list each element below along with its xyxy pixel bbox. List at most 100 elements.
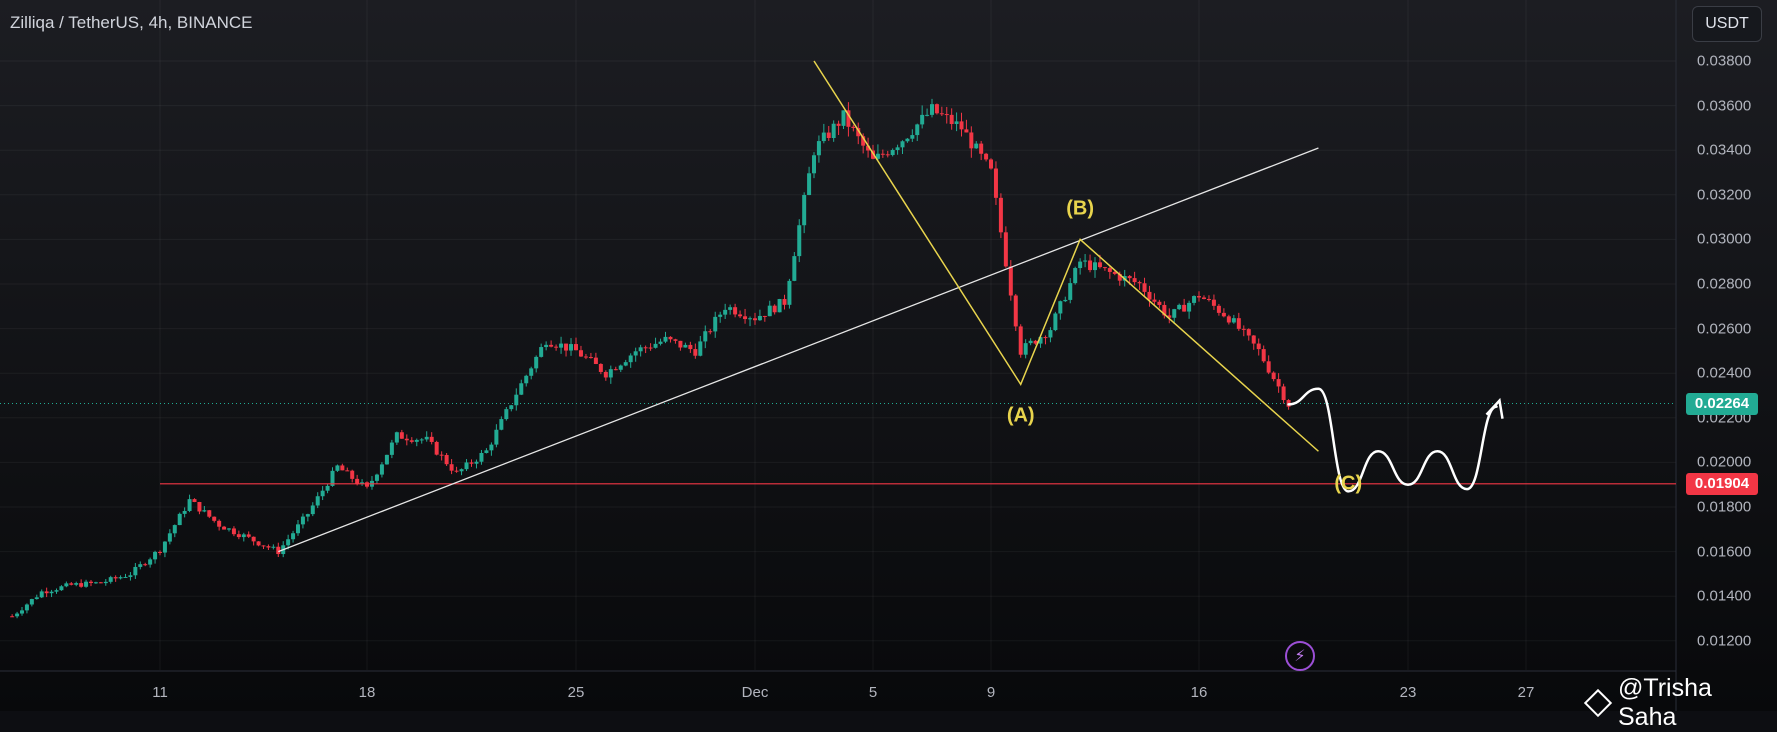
candle-body xyxy=(895,147,900,151)
date-tick-label: 27 xyxy=(1517,684,1535,701)
candle-body xyxy=(1246,329,1251,336)
candle-body xyxy=(350,470,355,479)
candle-body xyxy=(479,452,484,462)
candle-body xyxy=(807,173,812,196)
candle-body xyxy=(439,454,444,456)
current-price-badge: 0.02264 xyxy=(1686,392,1758,415)
candle-body xyxy=(812,155,816,174)
candle-body xyxy=(1117,273,1122,281)
candle-body xyxy=(1241,328,1246,330)
candle-body xyxy=(880,153,885,155)
candle-body xyxy=(1107,268,1112,272)
candle-body xyxy=(340,465,345,471)
candle-body xyxy=(202,510,207,512)
candle-body xyxy=(148,559,153,565)
candle-body xyxy=(554,346,559,348)
candle-body xyxy=(733,307,738,315)
candle-body xyxy=(93,582,98,584)
candle-body xyxy=(374,474,379,481)
candle-body xyxy=(365,482,369,487)
candle-body xyxy=(1251,335,1256,344)
candle-body xyxy=(1008,266,1013,296)
candle-body xyxy=(939,113,944,115)
candle-body xyxy=(15,613,20,617)
candle-body xyxy=(993,168,998,198)
candle-body xyxy=(49,591,54,594)
candle-body xyxy=(98,582,103,584)
candle-body xyxy=(979,143,984,154)
candle-body xyxy=(118,577,123,579)
candle-body xyxy=(698,341,703,356)
candle-body xyxy=(846,110,851,127)
candle-body xyxy=(1266,361,1271,373)
candle-body xyxy=(266,546,271,548)
candle-body xyxy=(777,299,782,313)
candle-body xyxy=(10,616,15,618)
candle-body xyxy=(310,505,315,515)
candle-body xyxy=(261,545,266,547)
candle-body xyxy=(1276,379,1281,387)
candle-body xyxy=(1003,232,1008,267)
candle-body xyxy=(153,551,158,560)
candle-body xyxy=(20,610,24,614)
candle-body xyxy=(241,534,246,538)
candle-body xyxy=(1068,283,1073,300)
candle-body xyxy=(177,513,182,526)
candle-body xyxy=(529,368,534,376)
candle-body xyxy=(569,344,574,351)
candle-body xyxy=(1033,340,1038,344)
lightning-icon[interactable]: ⚡ xyxy=(1285,641,1315,671)
candle-body xyxy=(360,482,365,484)
candle-body xyxy=(330,470,335,486)
candle-body xyxy=(404,438,409,441)
price-chart[interactable] xyxy=(0,0,1777,711)
candle-body xyxy=(59,586,64,591)
candle-body xyxy=(1231,318,1236,323)
candle-body xyxy=(454,470,459,472)
candle-body xyxy=(1211,299,1216,306)
candle-body xyxy=(905,138,910,142)
candle-body xyxy=(851,126,856,128)
candle-body xyxy=(128,575,133,577)
candle-body xyxy=(856,127,861,137)
candle-body xyxy=(949,114,954,125)
candle-body xyxy=(583,356,588,358)
candle-body xyxy=(1177,304,1182,310)
candle-body xyxy=(1167,315,1172,318)
candle-body xyxy=(836,123,841,126)
candle-body xyxy=(1043,337,1048,339)
candle-body xyxy=(1271,372,1276,380)
candle-body xyxy=(772,305,777,313)
candle-body xyxy=(668,336,673,340)
candle-body xyxy=(509,405,514,410)
candle-body xyxy=(335,465,340,471)
candle-body xyxy=(1112,271,1117,274)
candle-body xyxy=(1132,278,1137,283)
currency-button[interactable]: USDT xyxy=(1692,6,1762,42)
candle-body xyxy=(544,344,549,348)
candle-body xyxy=(414,439,419,442)
candle-body xyxy=(29,599,34,605)
candle-body xyxy=(286,539,291,546)
candle-body xyxy=(743,316,748,320)
candle-body xyxy=(197,501,202,512)
candle-body xyxy=(826,132,831,139)
candle-body xyxy=(1088,260,1093,271)
candle-body xyxy=(1023,343,1028,355)
candle-body xyxy=(325,485,330,491)
candle-body xyxy=(1147,291,1152,300)
candle-body xyxy=(444,455,449,465)
candle-body xyxy=(305,514,310,517)
candle-body xyxy=(222,526,227,530)
candle-body xyxy=(399,432,404,439)
candle-body xyxy=(653,343,658,348)
candle-body xyxy=(608,369,613,378)
candle-body xyxy=(172,525,177,534)
candle-body xyxy=(539,347,544,357)
date-tick-label: 23 xyxy=(1399,684,1417,701)
candle-body xyxy=(1018,326,1023,355)
candle-body xyxy=(449,464,454,471)
candle-body xyxy=(389,442,394,455)
candle-body xyxy=(251,536,256,542)
candle-body xyxy=(728,307,733,310)
